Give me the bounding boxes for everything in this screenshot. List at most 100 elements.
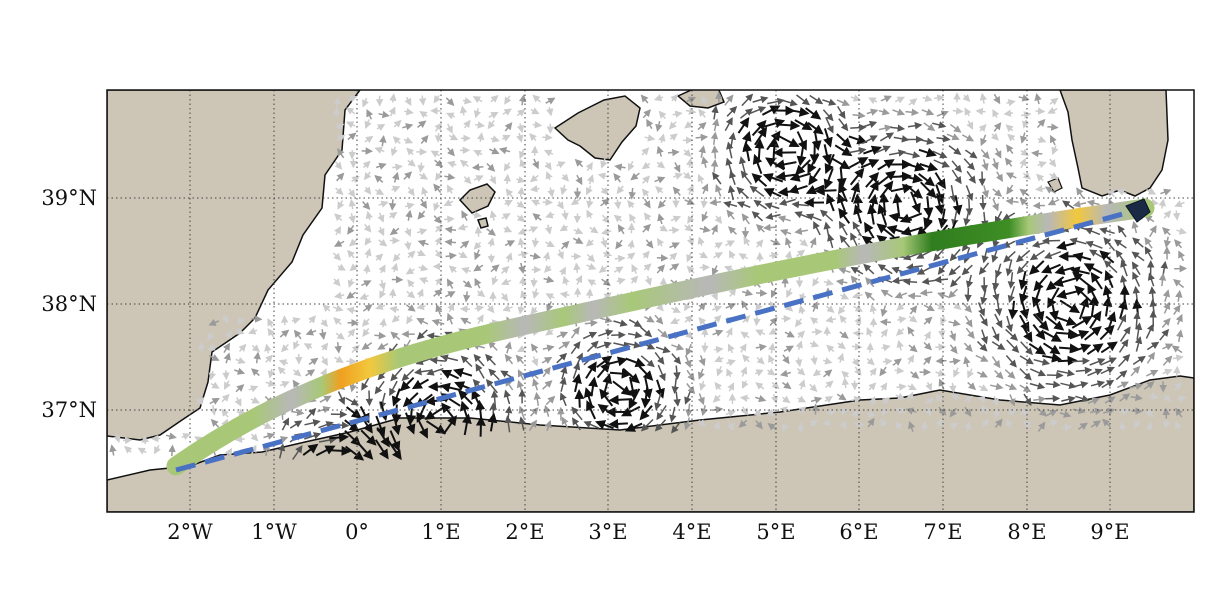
- current-arrow: [752, 95, 769, 104]
- current-arrow: [1045, 315, 1065, 331]
- current-arrow: [543, 275, 555, 284]
- current-arrow: [234, 435, 245, 443]
- current-arrow: [644, 315, 655, 323]
- current-arrow: [878, 124, 893, 132]
- current-arrow: [630, 172, 640, 181]
- current-arrow: [923, 122, 936, 132]
- current-arrow: [608, 394, 633, 405]
- current-arrow: [1037, 160, 1047, 169]
- current-arrow: [332, 252, 342, 261]
- current-arrow: [902, 278, 918, 286]
- current-arrow: [994, 313, 1003, 329]
- current-arrow: [434, 236, 442, 246]
- current-arrow: [1072, 357, 1090, 365]
- current-arrow: [910, 191, 921, 214]
- current-arrow: [778, 135, 800, 148]
- current-arrow: [1144, 246, 1153, 260]
- current-arrow: [360, 280, 372, 288]
- current-arrow: [391, 404, 402, 425]
- current-arrow: [602, 249, 613, 257]
- current-arrow: [698, 302, 706, 312]
- current-arrow: [877, 203, 888, 226]
- current-arrow: [1006, 184, 1014, 195]
- current-arrow: [517, 186, 525, 198]
- current-arrow: [1103, 260, 1118, 274]
- current-arrow: [811, 301, 819, 312]
- current-arrow: [822, 109, 834, 122]
- current-arrow: [796, 94, 810, 106]
- current-arrow: [805, 107, 822, 120]
- current-arrow: [753, 316, 761, 327]
- current-arrow: [1163, 236, 1172, 248]
- current-arrow: [839, 314, 848, 324]
- current-arrow: [643, 212, 652, 221]
- current-arrow: [645, 239, 654, 249]
- x-tick-label: 0°: [345, 520, 369, 544]
- current-arrow: [933, 247, 946, 262]
- current-arrow: [418, 264, 429, 272]
- current-arrow: [765, 212, 781, 221]
- current-arrow: [420, 134, 429, 144]
- y-tick-label: 38°N: [41, 292, 97, 316]
- current-arrow: [374, 187, 385, 195]
- current-arrow: [656, 264, 666, 274]
- current-arrow: [406, 315, 414, 325]
- current-arrow: [365, 210, 373, 221]
- current-arrow: [416, 249, 426, 257]
- current-arrow: [923, 304, 935, 312]
- current-arrow: [559, 224, 568, 232]
- current-arrow: [794, 159, 811, 176]
- current-arrow: [952, 107, 964, 115]
- current-arrow: [951, 160, 962, 173]
- current-arrow: [459, 105, 468, 116]
- current-arrow: [586, 185, 593, 196]
- current-arrow: [879, 318, 891, 326]
- current-arrow: [405, 209, 413, 221]
- current-arrow: [1048, 158, 1057, 168]
- current-arrow: [808, 167, 822, 186]
- current-arrow: [488, 111, 499, 119]
- current-arrow: [850, 94, 862, 102]
- current-arrow: [779, 120, 801, 131]
- current-arrow: [489, 175, 496, 185]
- current-arrow: [922, 94, 933, 102]
- current-arrow: [1016, 260, 1029, 275]
- current-arrow: [823, 278, 835, 286]
- current-arrow: [516, 200, 526, 208]
- current-arrow: [407, 250, 416, 259]
- current-arrow: [823, 128, 833, 148]
- current-arrow: [741, 213, 750, 225]
- current-arrow: [446, 112, 456, 120]
- current-arrow: [700, 197, 708, 209]
- current-arrow: [337, 200, 345, 210]
- current-arrow: [994, 147, 1002, 159]
- current-arrow: [864, 221, 875, 239]
- current-arrow: [807, 121, 824, 135]
- current-arrow: [670, 317, 680, 325]
- current-arrow: [487, 119, 496, 130]
- current-arrow: [516, 176, 526, 184]
- current-arrow: [587, 279, 597, 287]
- current-arrow: [656, 237, 665, 247]
- current-arrow: [975, 107, 986, 116]
- current-arrow: [728, 287, 737, 297]
- current-arrow: [796, 142, 807, 167]
- current-arrow: [794, 119, 813, 131]
- current-arrow: [419, 277, 429, 285]
- current-arrow: [444, 173, 456, 181]
- current-arrow: [364, 119, 372, 130]
- current-arrow: [880, 305, 888, 317]
- current-arrow: [724, 117, 733, 132]
- current-arrow: [1049, 97, 1059, 106]
- current-arrow: [586, 209, 594, 219]
- current-arrow: [1034, 299, 1045, 322]
- current-arrow: [364, 248, 372, 259]
- current-arrow: [916, 220, 933, 238]
- current-arrow: [1019, 157, 1027, 169]
- current-arrow: [392, 253, 401, 262]
- current-arrow: [1072, 252, 1092, 262]
- current-arrow: [530, 107, 540, 115]
- current-arrow: [948, 145, 962, 156]
- current-arrow: [742, 315, 751, 324]
- current-arrow: [1158, 198, 1166, 209]
